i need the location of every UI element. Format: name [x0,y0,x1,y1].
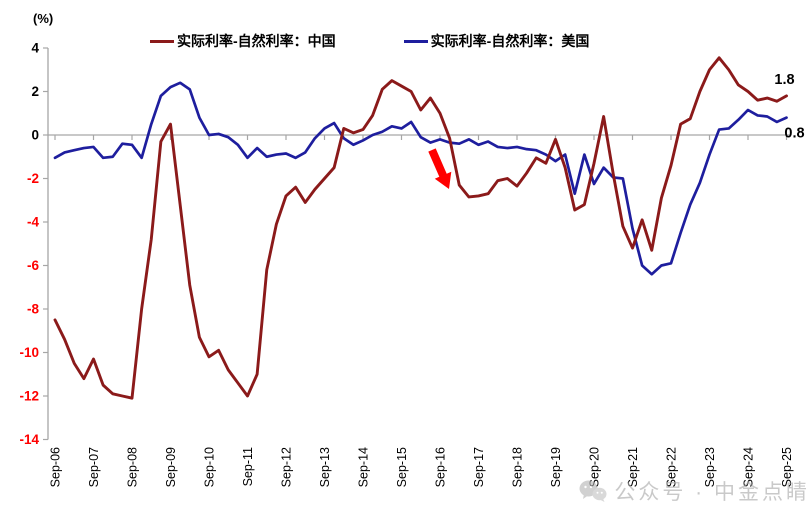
x-tick-label: Sep-21 [626,447,640,487]
x-tick-label: Sep-18 [511,447,525,487]
legend: 实际利率-自然利率：中国 实际利率-自然利率：美国 [150,31,589,51]
x-tick-label: Sep-14 [357,447,371,487]
x-tick-label: Sep-06 [49,447,63,487]
legend-label-china: 实际利率-自然利率：中国 [177,33,336,49]
x-tick-label: Sep-09 [164,447,178,487]
y-tick-label: -6 [27,258,39,273]
end-label-china: 1.8 [774,72,794,88]
down-arrow-annotation [428,148,452,189]
x-tick-label: Sep-07 [87,447,101,487]
watermark-text: 公众号 · 中金点睛 [614,481,810,504]
legend-label-us: 实际利率-自然利率：美国 [430,33,590,49]
y-tick-label: 0 [31,128,39,143]
end-label-us: 0.8 [784,126,804,142]
y-tick-label: -14 [19,432,39,447]
y-tick-label: -12 [19,389,39,404]
y-tick-label: 2 [31,84,39,99]
x-tick-label: Sep-24 [742,447,756,487]
series-line-us [53,81,788,276]
x-tick-label: Sep-08 [126,447,140,487]
y-tick-label: -10 [19,345,39,360]
watermark: 公众号 · 中金点睛 [578,476,810,506]
china-line-swatch [150,39,174,43]
y-axis-unit-label: (%) [33,11,54,26]
y-tick-label: -8 [27,302,39,317]
x-tick-label: Sep-20 [588,447,602,487]
x-tick-label: Sep-22 [665,447,679,487]
us-line-swatch [403,39,428,43]
x-tick-label: Sep-16 [434,447,448,487]
series-line-china [53,56,788,400]
legend-item-china: 实际利率-自然利率：中国 [150,31,336,51]
y-tick-label: 4 [31,41,39,56]
x-tick-label: Sep-11 [241,447,255,486]
x-tick-label: Sep-10 [203,447,217,487]
x-tick-label: Sep-25 [780,447,794,487]
y-tick-label: -2 [27,171,39,186]
x-tick-label: Sep-19 [549,447,563,487]
x-tick-label: Sep-17 [472,447,486,487]
x-tick-label: Sep-15 [395,447,409,487]
legend-item-us: 实际利率-自然利率：美国 [403,31,590,51]
wechat-icon [579,480,607,502]
x-tick-label: Sep-13 [318,447,332,487]
y-tick-label: -4 [27,215,39,230]
x-tick-label: Sep-12 [280,447,294,487]
x-tick-label: Sep-23 [703,447,717,487]
